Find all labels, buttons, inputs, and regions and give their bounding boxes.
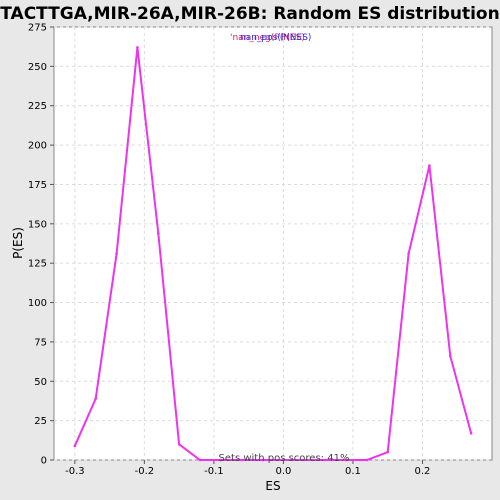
data-point <box>282 458 285 462</box>
data-point <box>240 458 244 462</box>
chart-title: TACTTGA,MIR-26A,MIR-26B: Random ES distr… <box>0 4 499 24</box>
data-point <box>407 252 410 256</box>
data-point <box>323 458 327 462</box>
y-axis-label: P(ES) <box>11 227 25 259</box>
data-point <box>344 458 348 462</box>
data-point <box>428 164 431 167</box>
legend-entry-pos: nan_pos(P(NES) <box>240 33 311 43</box>
legend-entry-neg: 'nan_neg(P(NES) <box>230 33 305 43</box>
y-tick-label: 0 <box>41 456 47 467</box>
data-point <box>448 354 452 358</box>
x-tick-label: -0.3 <box>65 466 85 477</box>
data-point <box>469 431 473 435</box>
plot-area <box>53 26 493 461</box>
data-point <box>261 458 264 462</box>
y-tick-label: 250 <box>28 62 47 73</box>
data-point <box>365 458 369 462</box>
data-point <box>219 458 223 462</box>
grid-lines <box>54 26 492 461</box>
y-tick-label: 275 <box>28 23 47 34</box>
pos-scores-annotation: Sets with pos scores: 41% <box>219 453 350 464</box>
x-tick-label: -0.1 <box>204 466 224 477</box>
data-point <box>115 252 118 256</box>
x-tick-label: -0.2 <box>135 466 155 477</box>
y-tick-label: 125 <box>28 259 47 270</box>
x-tick-label: 0.1 <box>345 466 361 477</box>
y-tick-label: 225 <box>28 101 47 112</box>
data-point <box>73 444 77 448</box>
y-tick-label: 150 <box>28 219 47 230</box>
x-tick-label: 0.0 <box>275 466 291 477</box>
legend: 'nan_neg(P(NES) nan_pos(P(NES) <box>230 33 311 43</box>
series-line <box>73 47 473 461</box>
y-tick-label: 200 <box>28 141 47 152</box>
x-tick-label: 0.2 <box>415 466 431 477</box>
data-point <box>136 46 139 49</box>
y-tick-label: 175 <box>28 180 47 191</box>
x-axis-label: ES <box>265 479 280 493</box>
y-tick-label: 75 <box>34 337 47 348</box>
series-layer <box>73 46 473 462</box>
data-point <box>156 231 160 235</box>
data-point <box>198 458 202 462</box>
data-point <box>177 442 181 446</box>
data-point <box>94 397 98 400</box>
y-tick-label: 100 <box>28 298 47 309</box>
axes: 0 25 50 75 100 125 150 175 200 225 250 275 -0.3 -0.2 -… <box>28 23 431 478</box>
data-point <box>386 450 390 454</box>
y-tick-label: 25 <box>34 416 47 427</box>
y-tick-label: 50 <box>34 377 47 388</box>
data-point <box>302 458 306 462</box>
